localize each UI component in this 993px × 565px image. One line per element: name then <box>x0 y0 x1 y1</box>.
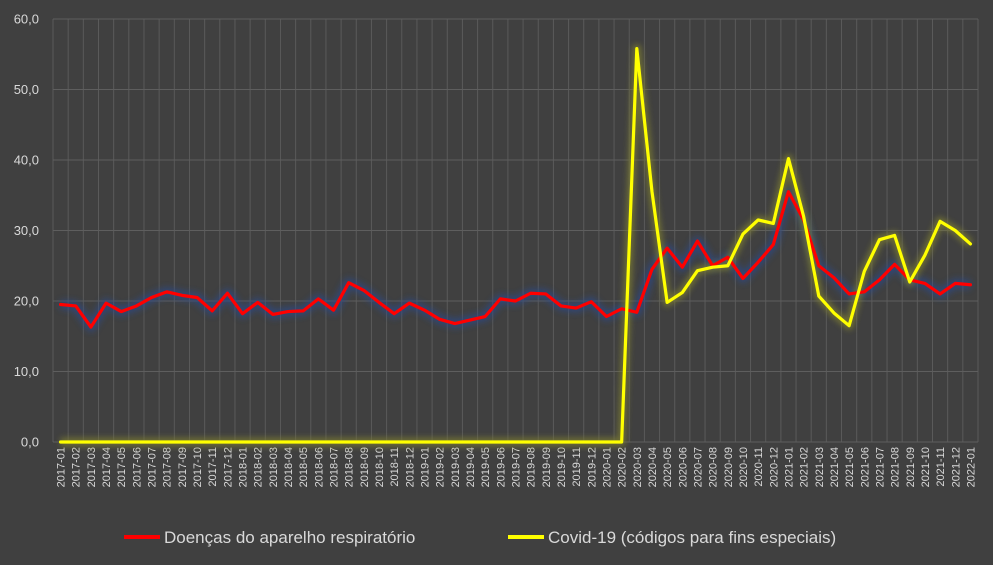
series-respiratory-line[interactable] <box>58 190 973 329</box>
x-tick-label: 2018-04 <box>283 447 295 487</box>
x-tick-label: 2020-09 <box>723 447 735 487</box>
x-tick-label: 2019-08 <box>526 447 538 487</box>
y-tick-label: 50,0 <box>14 82 39 97</box>
y-tick-label: 30,0 <box>14 223 39 238</box>
x-tick-label: 2019-05 <box>480 447 492 487</box>
x-tick-label: 2018-11 <box>389 447 401 487</box>
x-tick-label: 2020-10 <box>738 447 750 487</box>
x-tick-label: 2021-01 <box>783 447 795 487</box>
x-tick-label: 2021-03 <box>814 447 826 487</box>
x-tick-label: 2019-06 <box>495 447 507 487</box>
x-tick-label: 2019-01 <box>420 447 432 487</box>
y-tick-label: 10,0 <box>14 364 39 379</box>
x-tick-label: 2017-05 <box>116 447 128 487</box>
x-tick-label: 2017-03 <box>86 447 98 487</box>
x-tick-label: 2021-09 <box>905 447 917 487</box>
y-tick-label: 40,0 <box>14 153 39 168</box>
series-covid-glow <box>60 44 974 447</box>
x-tick-label: 2021-08 <box>890 447 902 487</box>
x-tick-label: 2020-06 <box>677 447 689 487</box>
x-tick-label: 2019-12 <box>586 447 598 487</box>
x-tick-label: 2019-10 <box>556 447 568 487</box>
x-tick-label: 2018-08 <box>344 447 356 487</box>
x-tick-label: 2018-03 <box>268 447 280 487</box>
x-tick-label: 2021-04 <box>829 447 841 487</box>
x-tick-label: 2021-07 <box>874 447 886 487</box>
x-tick-label: 2017-08 <box>162 447 174 487</box>
x-tick-label: 2019-04 <box>465 447 477 487</box>
x-tick-label: 2020-11 <box>753 447 765 487</box>
x-tick-label: 2018-05 <box>298 447 310 487</box>
x-tick-label: 2019-11 <box>571 447 583 487</box>
y-tick-label: 20,0 <box>14 294 39 309</box>
legend-label-respiratory[interactable]: Doenças do aparelho respiratório <box>164 528 415 547</box>
x-tick-label: 2018-06 <box>313 447 325 487</box>
x-tick-label: 2020-08 <box>708 447 720 487</box>
x-tick-label: 2020-01 <box>601 447 613 487</box>
x-tick-label: 2018-02 <box>253 447 265 487</box>
x-tick-label: 2020-07 <box>692 447 704 487</box>
y-axis-ticks: 0,0 10,0 20,0 30,0 40,0 50,0 60,0 <box>14 12 39 450</box>
x-tick-label: 2021-11 <box>935 447 947 487</box>
x-tick-label: 2017-09 <box>177 447 189 487</box>
series-lines <box>58 44 974 447</box>
x-tick-label: 2021-12 <box>950 447 962 487</box>
x-tick-label: 2017-04 <box>101 447 113 487</box>
x-tick-label: 2018-07 <box>329 447 341 487</box>
x-tick-label: 2017-02 <box>71 447 83 487</box>
series-covid-line[interactable] <box>58 47 973 444</box>
y-tick-label: 0,0 <box>21 435 39 450</box>
legend: Doenças do aparelho respiratório Covid-1… <box>124 528 836 547</box>
x-tick-label: 2017-10 <box>192 447 204 487</box>
x-tick-label: 2018-12 <box>404 447 416 487</box>
x-tick-label: 2017-06 <box>131 447 143 487</box>
x-tick-label: 2017-11 <box>207 447 219 487</box>
x-tick-label: 2021-10 <box>920 447 932 487</box>
x-tick-label: 2020-02 <box>617 447 629 487</box>
x-tick-label: 2019-07 <box>511 447 523 487</box>
x-tick-label: 2017-07 <box>147 447 159 487</box>
x-tick-label: 2018-09 <box>359 447 371 487</box>
x-tick-label: 2020-12 <box>768 447 780 487</box>
x-tick-label: 2017-01 <box>56 447 68 487</box>
x-tick-label: 2021-02 <box>799 447 811 487</box>
x-tick-label: 2019-09 <box>541 447 553 487</box>
x-tick-label: 2021-05 <box>844 447 856 487</box>
x-tick-label: 2017-12 <box>222 447 234 487</box>
x-tick-label: 2020-05 <box>662 447 674 487</box>
legend-label-covid[interactable]: Covid-19 (códigos para fins especiais) <box>548 528 836 547</box>
x-tick-label: 2020-04 <box>647 447 659 487</box>
gridlines <box>52 18 979 443</box>
x-axis-ticks: 2017-01 2017-02 2017-03 2017-04 2017-05 2017-… <box>56 447 978 487</box>
x-tick-label: 2018-10 <box>374 447 386 487</box>
y-tick-label: 60,0 <box>14 12 39 27</box>
x-tick-label: 2021-06 <box>859 447 871 487</box>
x-tick-label: 2019-03 <box>450 447 462 487</box>
x-tick-label: 2022-01 <box>965 447 977 487</box>
x-tick-label: 2019-02 <box>435 447 447 487</box>
x-tick-label: 2018-01 <box>238 447 250 487</box>
x-tick-label: 2020-03 <box>632 447 644 487</box>
